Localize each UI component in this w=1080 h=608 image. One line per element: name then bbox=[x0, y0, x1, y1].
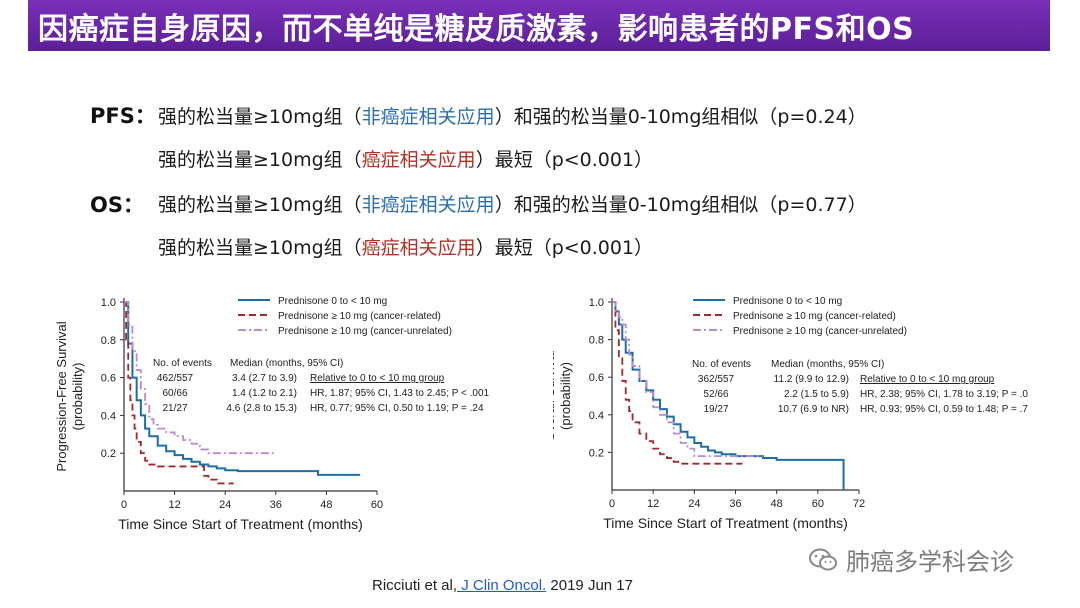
citation: Ricciuti et al, J Clin Oncol. 2019 Jun 1… bbox=[372, 577, 633, 594]
table-events-1: 462/557 bbox=[157, 373, 194, 384]
y-tick-label: 0.2 bbox=[101, 448, 116, 460]
x-tick-label: 72 bbox=[853, 498, 865, 510]
series-line-2 bbox=[612, 301, 743, 465]
watermark: 肺癌多学科会诊 bbox=[808, 542, 1014, 577]
legend-label-1: Prednisone 0 to < 10 mg bbox=[278, 296, 387, 307]
os-line-1-start: 强的松当量≥10mg组（ bbox=[158, 194, 362, 216]
x-tick-label: 12 bbox=[168, 499, 180, 511]
y-tick-label: 0.8 bbox=[589, 335, 604, 347]
pfs-line-2-start: 强的松当量≥10mg组（ bbox=[158, 149, 362, 171]
table-hr-2: HR, 1.87; 95% CI, 1.43 to 2.45; P < .001 bbox=[310, 388, 490, 399]
table-hr-1: Relative to 0 to < 10 mg group bbox=[310, 373, 445, 384]
x-tick-label: 48 bbox=[320, 499, 332, 511]
series-line-1 bbox=[124, 301, 361, 476]
os-line-1-end: ）和强的松当量0-10mg组相似（p=0.77） bbox=[494, 194, 867, 216]
series-line-1 bbox=[612, 301, 845, 490]
y-tick-label: 1.0 bbox=[101, 297, 116, 309]
x-tick-label: 24 bbox=[688, 498, 700, 510]
legend-label-2: Prednisone ≥ 10 mg (cancer-related) bbox=[733, 311, 896, 322]
table-header-median: Median (months, 95% CI) bbox=[230, 358, 343, 369]
x-tick-label: 0 bbox=[609, 498, 615, 510]
legend-label-1: Prednisone 0 to < 10 mg bbox=[733, 296, 842, 307]
y-tick-label: 0.2 bbox=[589, 447, 604, 459]
os-line-1: 强的松当量≥10mg组（非癌症相关应用）和强的松当量0-10mg组相似（p=0.… bbox=[158, 190, 867, 217]
legend-label-3: Prednisone ≥ 10 mg (cancer-unrelated) bbox=[733, 326, 907, 337]
table-median-2: 1.4 (1.2 to 2.1) bbox=[232, 388, 297, 399]
y-tick-label: 0.4 bbox=[589, 410, 604, 422]
y-axis-label: Overall Survival bbox=[553, 350, 557, 441]
table-median-3: 10.7 (6.9 to NR) bbox=[778, 404, 849, 415]
os-label: OS： bbox=[90, 193, 144, 217]
x-tick-label: 60 bbox=[812, 498, 824, 510]
pfs-label: PFS： bbox=[90, 104, 156, 128]
pfs-chart: 1.0 0.8 0.6 0.4 0.2 0 12 24 36 48 60 Time Since Sta… bbox=[54, 296, 490, 532]
table-hr-3: HR, 0.93; 95% CI, 0.59 to 1.48; P = .77 bbox=[860, 404, 1028, 415]
y-axis-label-unit: (probability) bbox=[70, 363, 85, 431]
table-header-events: No. of events bbox=[153, 358, 212, 369]
table-events-2: 52/66 bbox=[703, 389, 728, 400]
os-line-1-highlight: 非癌症相关应用 bbox=[361, 194, 495, 216]
y-tick-label: 0.8 bbox=[101, 335, 116, 347]
x-tick-label: 12 bbox=[647, 498, 659, 510]
table-hr-1: Relative to 0 to < 10 mg group bbox=[860, 374, 995, 385]
x-tick-label: 0 bbox=[121, 499, 127, 511]
citation-authors: Ricciuti et al, bbox=[372, 577, 458, 594]
table-events-3: 21/27 bbox=[162, 403, 187, 414]
x-axis-label: Time Since Start of Treatment (months) bbox=[118, 516, 363, 532]
legend-label-3: Prednisone ≥ 10 mg (cancer-unrelated) bbox=[278, 326, 452, 337]
watermark-text: 肺癌多学科会诊 bbox=[846, 548, 1014, 576]
y-tick-label: 1.0 bbox=[589, 297, 604, 309]
os-line-2-end: ）最短（p<0.001） bbox=[475, 237, 654, 259]
os-line-2: 强的松当量≥10mg组（癌症相关应用）最短（p<0.001） bbox=[158, 233, 653, 260]
citation-date: 2019 Jun 17 bbox=[546, 577, 633, 594]
table-hr-3: HR, 0.77; 95% CI, 0.50 to 1.19; P = .24 bbox=[310, 403, 484, 414]
legend-label-2: Prednisone ≥ 10 mg (cancer-related) bbox=[278, 311, 441, 322]
pfs-line-1: 强的松当量≥10mg组（非癌症相关应用）和强的松当量0-10mg组相似（p=0.… bbox=[158, 102, 867, 129]
table-hr-2: HR, 2.38; 95% CI, 1.78 to 3.19; P = .001 bbox=[860, 389, 1028, 400]
table-header-events: No. of events bbox=[692, 359, 751, 370]
pfs-line-1-start: 强的松当量≥10mg组（ bbox=[158, 106, 362, 128]
table-header-median: Median (months, 95% CI) bbox=[771, 359, 884, 370]
pfs-line-2: 强的松当量≥10mg组（癌症相关应用）最短（p<0.001） bbox=[158, 145, 653, 172]
y-axis-label: Progression-Free Survival bbox=[54, 321, 69, 471]
slide-title: 因癌症自身原因，而不单纯是糖皮质激素，影响患者的PFS和OS bbox=[38, 11, 915, 47]
table-events-2: 60/66 bbox=[162, 388, 187, 399]
series-line-2 bbox=[124, 301, 234, 485]
os-chart: 1.0 0.8 0.6 0.4 0.2 0 12 24 36 48 60 72 Time Since S… bbox=[553, 296, 1028, 531]
y-tick-label: 0.6 bbox=[101, 373, 116, 385]
citation-journal-link[interactable]: J Clin Oncol. bbox=[457, 577, 547, 594]
title-banner: 因癌症自身原因，而不单纯是糖皮质激素，影响患者的PFS和OS bbox=[28, 0, 1050, 51]
series-line-3 bbox=[612, 301, 763, 458]
y-tick-label: 0.4 bbox=[101, 410, 116, 422]
table-median-1: 11.2 (9.9 to 12.9) bbox=[774, 374, 849, 385]
series-line-3 bbox=[124, 301, 276, 455]
os-line-2-start: 强的松当量≥10mg组（ bbox=[158, 237, 362, 259]
table-median-3: 4.6 (2.8 to 15.3) bbox=[226, 403, 297, 414]
os-line-2-highlight: 癌症相关应用 bbox=[361, 237, 476, 259]
pfs-line-1-end: ）和强的松当量0-10mg组相似（p=0.24） bbox=[494, 106, 867, 128]
pfs-line-2-highlight: 癌症相关应用 bbox=[361, 149, 476, 171]
x-tick-label: 36 bbox=[270, 499, 282, 511]
table-median-1: 3.4 (2.7 to 3.9) bbox=[232, 373, 297, 384]
x-tick-label: 36 bbox=[729, 498, 741, 510]
pfs-line-1-highlight: 非癌症相关应用 bbox=[361, 106, 495, 128]
wechat-icon bbox=[809, 548, 837, 570]
table-median-2: 2.2 (1.5 to 5.9) bbox=[784, 389, 849, 400]
x-tick-label: 60 bbox=[371, 499, 383, 511]
x-tick-label: 24 bbox=[219, 499, 231, 511]
table-events-3: 19/27 bbox=[703, 404, 728, 415]
pfs-line-2-end: ）最短（p<0.001） bbox=[475, 149, 654, 171]
x-tick-label: 48 bbox=[771, 498, 783, 510]
y-axis-label-unit: (probability) bbox=[558, 362, 573, 430]
table-events-1: 362/557 bbox=[698, 374, 735, 385]
x-axis-label: Time Since Start of Treatment (months) bbox=[603, 515, 848, 531]
y-tick-label: 0.6 bbox=[589, 372, 604, 384]
